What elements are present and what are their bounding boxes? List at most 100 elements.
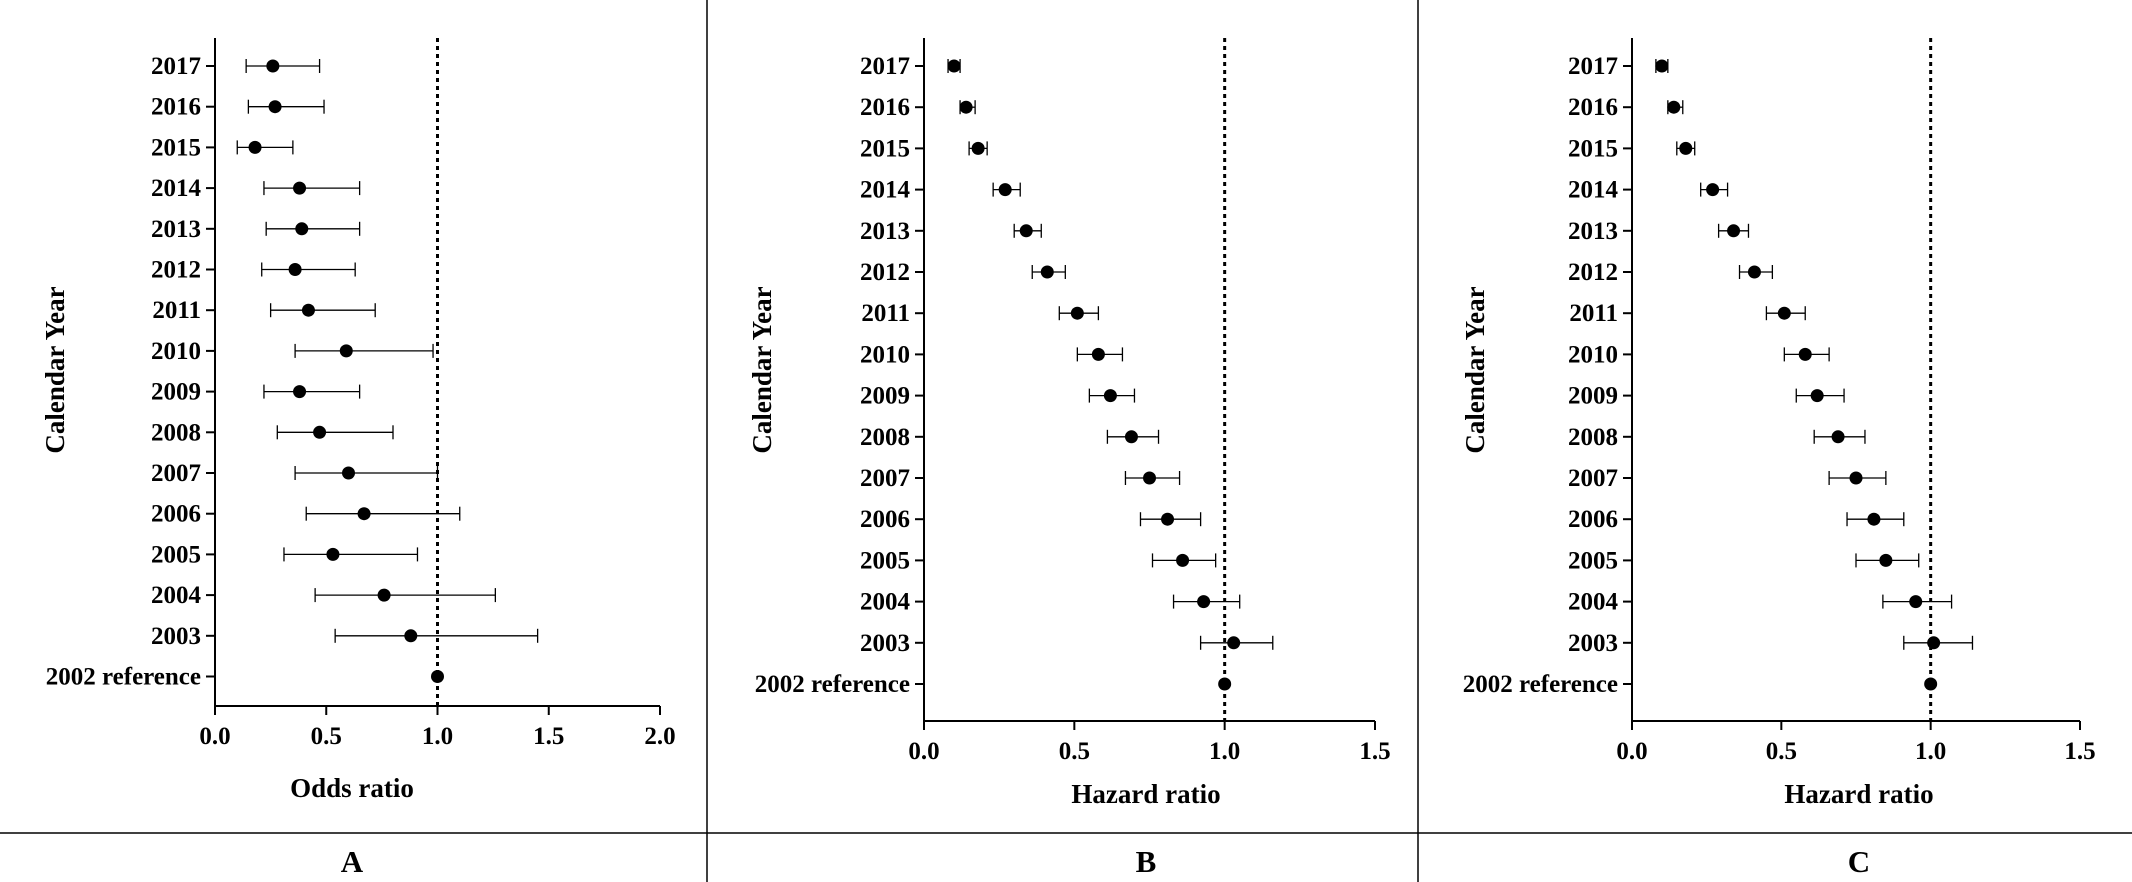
point-estimate bbox=[1040, 265, 1054, 279]
y-tick-label: 2016 bbox=[151, 94, 201, 121]
y-tick-label: 2003 bbox=[1568, 630, 1618, 657]
point-estimate bbox=[1124, 430, 1138, 444]
x-tick-label: 0.5 bbox=[1766, 738, 1797, 765]
y-tick-label: 2009 bbox=[151, 379, 201, 406]
y-tick-label: 2013 bbox=[860, 218, 910, 245]
y-axis-title: Calendar Year bbox=[40, 286, 70, 453]
point-estimate bbox=[1867, 512, 1881, 526]
point-estimate bbox=[1227, 636, 1241, 650]
y-tick-label: 2008 bbox=[860, 424, 910, 451]
point-estimate bbox=[1909, 595, 1923, 609]
y-tick-label: 2014 bbox=[151, 175, 202, 202]
point-estimate bbox=[1927, 636, 1941, 650]
y-tick-label: 2003 bbox=[860, 630, 910, 657]
y-tick-label: 2012 bbox=[151, 257, 201, 284]
point-estimate bbox=[404, 629, 418, 643]
panel-label: B bbox=[1136, 844, 1157, 879]
x-tick-label: 1.0 bbox=[422, 723, 453, 750]
panel-label: A bbox=[341, 844, 364, 879]
x-tick-label: 0.5 bbox=[1059, 738, 1090, 765]
point-estimate bbox=[1798, 347, 1812, 361]
panel-b: 0.0 0.5 1.0 1.5 2017 2016 2015 2014 2013 2012 2011… bbox=[747, 38, 1391, 879]
point-estimate bbox=[1019, 224, 1033, 238]
x-tick-label: 1.5 bbox=[2064, 738, 2095, 765]
y-tick-label: 2010 bbox=[151, 338, 201, 365]
y-tick-label: 2008 bbox=[1568, 424, 1618, 451]
y-tick-label: 2002 reference bbox=[46, 664, 201, 691]
y-tick-label: 2010 bbox=[860, 341, 910, 368]
y-tick-label: 2002 reference bbox=[755, 671, 910, 698]
point-estimate bbox=[1679, 141, 1693, 155]
y-tick-label: 2016 bbox=[860, 94, 910, 121]
x-tick-label: 0.0 bbox=[199, 723, 230, 750]
y-tick-label: 2015 bbox=[1568, 135, 1618, 162]
point-estimate bbox=[377, 588, 391, 602]
point-estimate bbox=[339, 344, 353, 358]
point-estimate bbox=[1667, 100, 1681, 114]
y-tick-label: 2005 bbox=[151, 541, 201, 568]
point-estimate bbox=[1747, 265, 1761, 279]
x-axis-title: Odds ratio bbox=[290, 773, 414, 803]
point-estimate bbox=[1879, 553, 1893, 567]
y-tick-label: 2017 bbox=[1568, 53, 1618, 80]
x-axis-title: Hazard ratio bbox=[1071, 779, 1220, 809]
point-estimate bbox=[971, 141, 985, 155]
y-tick-label: 2014 bbox=[1568, 177, 1619, 204]
y-tick-label: 2012 bbox=[1568, 259, 1618, 286]
point-estimate bbox=[293, 181, 307, 195]
y-tick-label: 2011 bbox=[861, 300, 910, 327]
point-estimate bbox=[1143, 471, 1156, 485]
point-estimate bbox=[1197, 595, 1211, 609]
panel-c: 0.0 0.5 1.0 1.5 2017 2016 2015 2014 2013 2012 2011… bbox=[1460, 38, 2096, 879]
point-estimate bbox=[326, 547, 340, 561]
y-axis-title: Calendar Year bbox=[747, 286, 777, 453]
y-tick-label: 2009 bbox=[1568, 383, 1618, 410]
x-tick-label: 2.0 bbox=[644, 723, 675, 750]
panel-label: C bbox=[1848, 844, 1870, 879]
x-tick-label: 1.0 bbox=[1915, 738, 1946, 765]
y-tick-label: 2004 bbox=[151, 582, 202, 609]
y-tick-label: 2006 bbox=[151, 501, 201, 528]
point-estimate bbox=[288, 263, 302, 276]
point-estimate bbox=[1161, 512, 1175, 526]
y-tick-label: 2016 bbox=[1568, 94, 1618, 121]
y-axis-title: Calendar Year bbox=[1460, 286, 1490, 453]
point-estimate bbox=[1849, 471, 1863, 485]
y-tick-label: 2005 bbox=[860, 547, 910, 574]
y-tick-label: 2013 bbox=[1568, 218, 1618, 245]
y-tick-label: 2012 bbox=[860, 259, 910, 286]
y-tick-label: 2003 bbox=[151, 623, 201, 650]
point-estimate bbox=[268, 100, 282, 114]
x-tick-label: 1.0 bbox=[1209, 738, 1240, 765]
point-estimate bbox=[313, 425, 327, 439]
y-tick-label: 2007 bbox=[860, 465, 910, 492]
y-tick-label: 2006 bbox=[1568, 506, 1618, 533]
y-tick-label: 2011 bbox=[1569, 300, 1618, 327]
x-tick-label: 0.0 bbox=[908, 738, 939, 765]
y-tick-label: 2014 bbox=[860, 177, 911, 204]
y-tick-label: 2013 bbox=[151, 216, 201, 243]
point-estimate bbox=[1103, 389, 1117, 403]
point-estimate bbox=[1831, 430, 1845, 444]
point-estimate bbox=[1777, 306, 1791, 320]
point-estimate bbox=[998, 183, 1012, 197]
point-estimate bbox=[293, 385, 307, 399]
point-estimate bbox=[1091, 347, 1105, 361]
point-estimate bbox=[1924, 677, 1938, 691]
point-estimate bbox=[1706, 183, 1720, 197]
y-tick-label: 2017 bbox=[860, 53, 910, 80]
point-estimate bbox=[342, 466, 355, 480]
point-estimate bbox=[1655, 59, 1669, 73]
y-tick-label: 2011 bbox=[152, 297, 201, 324]
point-estimate bbox=[248, 140, 262, 154]
x-tick-label: 0.5 bbox=[311, 723, 342, 750]
y-tick-label: 2002 reference bbox=[1463, 671, 1618, 698]
point-estimate bbox=[1810, 389, 1824, 403]
point-estimate bbox=[295, 222, 309, 236]
point-estimate bbox=[1070, 306, 1084, 320]
y-tick-label: 2015 bbox=[151, 134, 201, 161]
y-tick-label: 2009 bbox=[860, 383, 910, 410]
point-estimate bbox=[357, 507, 371, 521]
point-estimate bbox=[1727, 224, 1741, 238]
